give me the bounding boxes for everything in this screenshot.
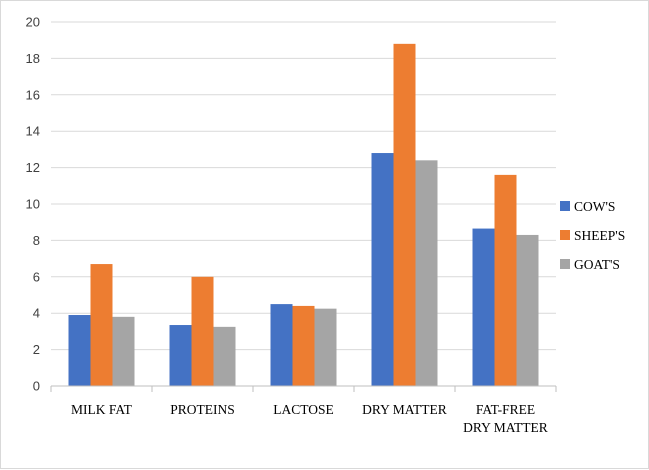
y-tick-label: 12 — [26, 160, 40, 175]
bar-cow-s-proteins — [169, 325, 192, 386]
bar-sheep-s-fat-free-dry-matter — [494, 174, 517, 386]
bar-sheep-s-lactose — [292, 305, 315, 386]
bars — [68, 43, 539, 387]
legend-label-cow-s: COW'S — [574, 199, 615, 214]
y-tick-label: 16 — [26, 87, 40, 102]
legend-swatch-cow-s — [560, 201, 570, 211]
y-tick-label: 0 — [33, 379, 40, 394]
bar-goat-s-milk-fat — [112, 316, 135, 386]
y-tick-label: 18 — [26, 51, 40, 66]
x-axis-labels: MILK FAT PROTEINS LACTOSE DRY MATTER FAT-FRE… — [71, 402, 548, 435]
category-label-dry-matter: DRY MATTER — [362, 402, 447, 417]
bar-cow-s-dry-matter — [371, 153, 394, 386]
bar-cow-s-milk-fat — [68, 315, 91, 386]
y-axis-ticks: 0 2 4 6 8 10 12 14 16 18 20 — [26, 15, 40, 394]
y-tick-label: 8 — [33, 233, 40, 248]
legend-swatch-sheep-s — [560, 230, 570, 240]
y-tick-label: 14 — [26, 124, 40, 139]
bar-sheep-s-milk-fat — [90, 264, 113, 386]
category-label-proteins: PROTEINS — [170, 402, 235, 417]
bar-cow-s-fat-free-dry-matter — [472, 228, 495, 386]
bar-sheep-s-dry-matter — [393, 43, 416, 387]
bar-goat-s-lactose — [314, 308, 337, 386]
bar-cow-s-lactose — [270, 304, 293, 386]
y-tick-label: 6 — [33, 269, 40, 284]
category-label-milk-fat: MILK FAT — [71, 402, 133, 417]
category-label-lactose: LACTOSE — [273, 402, 334, 417]
legend: COW'S SHEEP'S GOAT'S — [560, 199, 625, 272]
category-label-fat-free-dry-matter-line-1: FAT-FREE — [476, 402, 535, 417]
y-tick-label: 2 — [33, 342, 40, 357]
y-tick-label: 10 — [26, 197, 40, 212]
category-label-fat-free-dry-matter-line-2: DRY MATTER — [463, 420, 548, 435]
legend-label-goat-s: GOAT'S — [574, 257, 620, 272]
bar-goat-s-dry-matter — [415, 160, 438, 386]
legend-label-sheep-s: SHEEP'S — [574, 228, 625, 243]
x-axis — [50, 385, 557, 392]
bar-sheep-s-proteins — [191, 276, 214, 386]
bar-goat-s-fat-free-dry-matter — [516, 234, 539, 386]
legend-swatch-goat-s — [560, 259, 570, 269]
y-tick-label: 20 — [26, 15, 40, 30]
bar-goat-s-proteins — [213, 326, 236, 386]
y-tick-label: 4 — [33, 306, 40, 321]
gridlines — [51, 21, 556, 351]
